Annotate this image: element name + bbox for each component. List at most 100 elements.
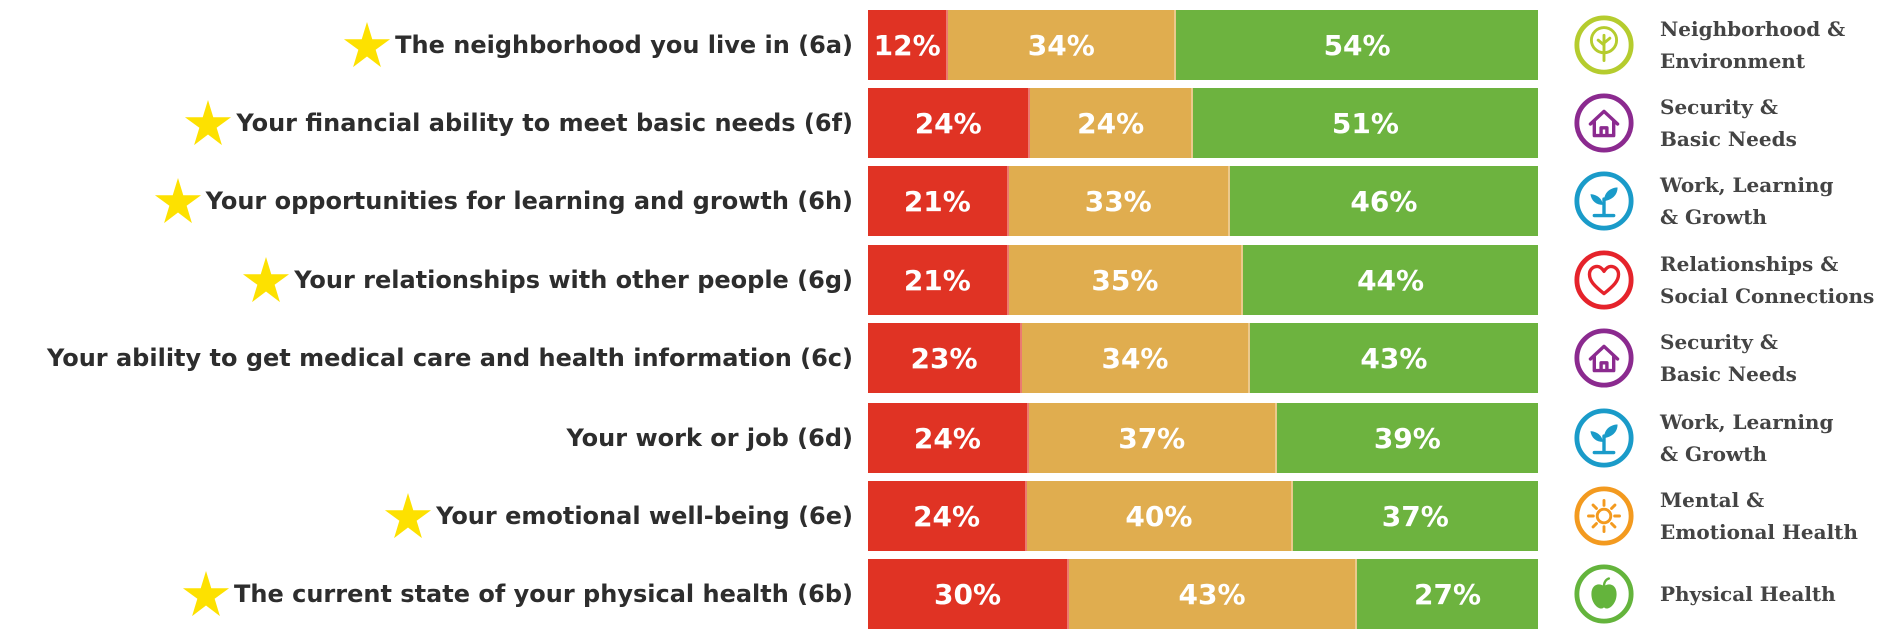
bar-value-label: 39% <box>1373 421 1441 455</box>
bar-segment: 34% <box>948 10 1177 80</box>
domain-category-label: Work, Learning & Growth <box>1660 403 1886 473</box>
domain-category-line: Environment <box>1660 49 1806 73</box>
category-label: Your relationships with other people (6g… <box>294 266 853 294</box>
category-label: Your work or job (6d) <box>566 424 854 452</box>
sun-icon <box>1574 486 1634 546</box>
bar-segment: 34% <box>1022 323 1250 393</box>
row-label-group: Your financial ability to meet basic nee… <box>0 88 853 158</box>
bar-value-label: 24% <box>913 421 981 455</box>
domain-category-label: Mental & Emotional Health <box>1660 481 1886 551</box>
bar-value-label: 37% <box>1118 421 1186 455</box>
star-icon <box>385 492 432 539</box>
bar-value-label: 21% <box>903 263 971 297</box>
row-label-group: The neighborhood you live in (6a) <box>0 10 853 80</box>
row-label-group: The current state of your physical healt… <box>0 559 853 629</box>
domain-category-label: Relationships & Social Connections <box>1660 245 1886 315</box>
chart-row: Your work or job (6d) 24% 37% 39% Work, Lear… <box>0 403 1886 473</box>
house-icon <box>1574 93 1634 153</box>
stacked-bar: 24% 24% 51% <box>868 88 1538 158</box>
chart-row: Your financial ability to meet basic nee… <box>0 88 1886 158</box>
bar-value-label: 43% <box>1178 577 1246 611</box>
stacked-bar: 23% 34% 43% <box>868 323 1538 393</box>
domain-category-line: Basic Needs <box>1660 127 1797 151</box>
domain-category-line: Work, Learning <box>1660 173 1834 197</box>
domain-category-line: Mental & <box>1660 488 1765 512</box>
star-icon <box>243 256 290 303</box>
bar-value-label: 27% <box>1414 577 1482 611</box>
star-icon <box>182 570 230 617</box>
bar-segment: 44% <box>1243 245 1538 315</box>
bar-segment: 40% <box>1027 481 1293 551</box>
bar-segment: 35% <box>1008 245 1244 315</box>
bar-value-label: 30% <box>933 577 1002 611</box>
domain-category-line: Emotional Health <box>1660 520 1858 544</box>
bar-segment: 23% <box>868 323 1023 393</box>
bar-value-label: 24% <box>914 106 982 140</box>
category-label: The neighborhood you live in (6a) <box>395 31 853 59</box>
bar-segment: 24% <box>868 403 1029 473</box>
bar-value-label: 23% <box>910 341 978 375</box>
domain-category-line: & Growth <box>1660 205 1767 229</box>
chart-row: The neighborhood you live in (6a) 12% 34% 5… <box>0 10 1886 80</box>
heart-icon <box>1574 250 1634 310</box>
star-icon <box>344 21 391 68</box>
bar-segment: 24% <box>868 88 1031 158</box>
domain-category-label: Security & Basic Needs <box>1660 88 1886 158</box>
bar-segment: 46% <box>1229 166 1538 236</box>
category-label: Your financial ability to meet basic nee… <box>236 109 853 137</box>
stacked-bar: 24% 40% 37% <box>868 481 1538 551</box>
domain-category-line: Security & <box>1660 330 1778 354</box>
chart-row: Your relationships with other people (6g… <box>0 245 1886 315</box>
category-label: The current state of your physical healt… <box>234 580 853 608</box>
category-label: Your emotional well-being (6e) <box>436 502 853 530</box>
bar-value-label: 21% <box>903 184 971 218</box>
domain-category-label: Neighborhood & Environment <box>1660 10 1886 80</box>
row-label-group: Your opportunities for learning and grow… <box>0 166 853 236</box>
category-label: Your opportunities for learning and grow… <box>205 187 853 215</box>
domain-category-label: Security & Basic Needs <box>1660 323 1886 393</box>
domain-category-line: Relationships & <box>1660 252 1839 276</box>
domain-category-label: Physical Health <box>1660 559 1886 629</box>
domain-category-line: Basic Needs <box>1660 362 1797 386</box>
domain-category-line: Social Connections <box>1660 284 1875 308</box>
row-label-group: Your relationships with other people (6g… <box>0 245 853 315</box>
bar-value-label: 34% <box>1101 341 1169 375</box>
house-icon <box>1574 328 1634 388</box>
star-icon <box>185 99 232 146</box>
bar-value-label: 24% <box>1077 106 1145 140</box>
bar-value-label: 46% <box>1350 184 1418 218</box>
bar-segment: 43% <box>1069 559 1358 629</box>
bar-segment: 37% <box>1028 403 1277 473</box>
domain-category-line: & Growth <box>1660 442 1767 466</box>
bar-segment: 21% <box>868 245 1009 315</box>
domain-category-line: Security & <box>1660 95 1778 119</box>
stacked-bar: 21% 33% 46% <box>868 166 1538 236</box>
category-label: Your ability to get medical care and hea… <box>47 344 853 372</box>
bar-segment: 21% <box>868 166 1009 236</box>
row-label-group: Your emotional well-being (6e) <box>0 481 853 551</box>
domain-category-line: Neighborhood & <box>1660 17 1846 41</box>
bar-segment: 37% <box>1292 481 1538 551</box>
bar-value-label: 54% <box>1323 28 1391 62</box>
bar-value-label: 43% <box>1360 341 1428 375</box>
stacked-bar: 24% 37% 39% <box>868 403 1538 473</box>
chart-row: Your ability to get medical care and hea… <box>0 323 1886 393</box>
bar-segment: 54% <box>1176 10 1538 80</box>
bar-segment: 12% <box>868 10 949 80</box>
domain-category-line: Work, Learning <box>1660 410 1834 434</box>
apple-icon <box>1574 564 1634 624</box>
bar-value-label: 34% <box>1027 28 1095 62</box>
domain-category-label: Work, Learning & Growth <box>1660 166 1886 236</box>
bar-segment: 51% <box>1192 88 1538 158</box>
bar-segment: 43% <box>1249 323 1538 393</box>
bar-segment: 27% <box>1357 559 1538 629</box>
star-icon <box>154 177 201 224</box>
bar-value-label: 12% <box>873 28 941 62</box>
row-label-group: Your ability to get medical care and hea… <box>0 323 853 393</box>
bar-value-label: 51% <box>1331 106 1399 140</box>
row-label-group: Your work or job (6d) <box>0 403 854 473</box>
tree-icon <box>1574 15 1634 75</box>
chart-row: The current state of your physical healt… <box>0 559 1886 629</box>
bar-segment: 39% <box>1276 403 1538 473</box>
